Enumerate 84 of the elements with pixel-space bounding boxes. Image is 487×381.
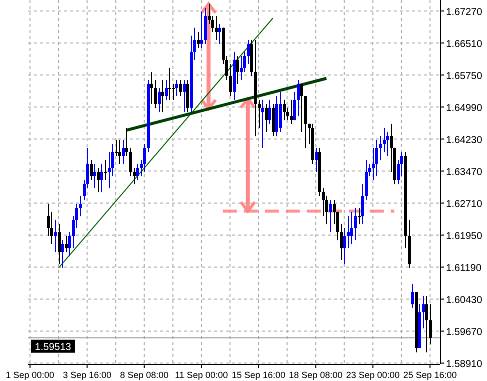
candlestick (65, 235, 68, 252)
candlestick (154, 80, 157, 108)
candlestick (375, 139, 378, 177)
candlestick (136, 163, 139, 180)
candlestick (300, 83, 303, 132)
y-tick-label: 1.65750 (446, 70, 483, 82)
y-tick-label: 1.64230 (446, 135, 483, 146)
candlestick (354, 208, 357, 241)
candlestick (215, 16, 218, 41)
candlestick (200, 11, 203, 49)
x-tick-label: 18 Sep 08:00 (288, 370, 342, 380)
y-tick-label: 1.67270 (446, 6, 483, 18)
candlestick (122, 139, 125, 164)
candlestick (229, 64, 232, 97)
candlestick (293, 91, 296, 121)
candlestick (265, 104, 268, 132)
candlestick (165, 80, 168, 100)
candlestick (383, 128, 386, 153)
y-tick-label: 1.62710 (446, 199, 483, 210)
candlestick (247, 40, 250, 65)
y-tick-label: 1.58910 (446, 359, 483, 370)
candlestick (350, 211, 353, 244)
candlestick (379, 136, 382, 161)
candlestick (100, 163, 103, 193)
candlestick (358, 208, 361, 225)
candlestick (158, 88, 161, 113)
candlestick (197, 32, 200, 49)
x-tick-label: 1 Sep 00:00 (6, 370, 54, 380)
candlestick (258, 99, 261, 129)
candlestick (133, 168, 136, 185)
ref-line-label: 1.59513 (34, 342, 72, 353)
candlestick (290, 99, 293, 124)
x-tick-label: 23 Sep 00:00 (346, 370, 400, 380)
candlestick (54, 219, 57, 252)
candlestick (90, 160, 93, 180)
candlestick (411, 283, 414, 308)
candlestick (268, 99, 271, 124)
y-tick-label: 1.59670 (446, 327, 483, 338)
candlestick (143, 144, 146, 172)
candlestick (218, 24, 221, 44)
candlestick (179, 80, 182, 97)
candlestick (58, 224, 61, 265)
candlestick (150, 72, 153, 105)
x-tick-label: 15 Sep 16:00 (232, 370, 286, 380)
candlestick (425, 296, 428, 353)
x-tick-label: 11 Sep 00:00 (174, 370, 228, 380)
candlestick (422, 296, 425, 329)
candlestick (161, 80, 164, 113)
candlestick (168, 67, 171, 100)
y-tick-label: 1.63470 (446, 167, 483, 178)
candlestick (343, 227, 346, 265)
candlestick (97, 168, 100, 193)
x-tick-label: 25 Sep 16:00 (403, 370, 457, 380)
candlestick (429, 304, 432, 345)
candlestick (79, 195, 82, 217)
candlestick (340, 224, 343, 260)
candlestick (104, 160, 107, 180)
candlestick (240, 56, 243, 81)
y-tick-label: 1.64990 (446, 103, 483, 114)
candlestick (329, 200, 332, 233)
candlestick (261, 99, 264, 148)
y-tick-label: 1.61950 (446, 231, 483, 242)
candlestick (347, 216, 350, 249)
candlestick (315, 147, 318, 172)
y-tick-label: 1.61190 (446, 263, 482, 274)
candlestick (118, 139, 121, 164)
candlestick (93, 163, 96, 188)
candlestick (125, 128, 128, 156)
candlestick (183, 80, 186, 113)
candlestick (386, 131, 389, 156)
candlestick (129, 147, 132, 177)
candlestick (283, 99, 286, 121)
x-tick-label: 8 Sep 08:00 (120, 370, 169, 380)
candlestick (115, 139, 118, 156)
y-tick-label: 1.60430 (446, 295, 483, 306)
candlestick (61, 240, 64, 268)
candlestick (236, 56, 239, 84)
x-tick-label: 3 Sep 16:00 (62, 370, 112, 380)
candlestick (175, 80, 178, 97)
candlestick (361, 184, 364, 225)
candlestick (297, 80, 300, 116)
y-tick-label: 1.66510 (446, 38, 483, 50)
candlestick (68, 232, 71, 257)
candlestick (172, 83, 175, 100)
